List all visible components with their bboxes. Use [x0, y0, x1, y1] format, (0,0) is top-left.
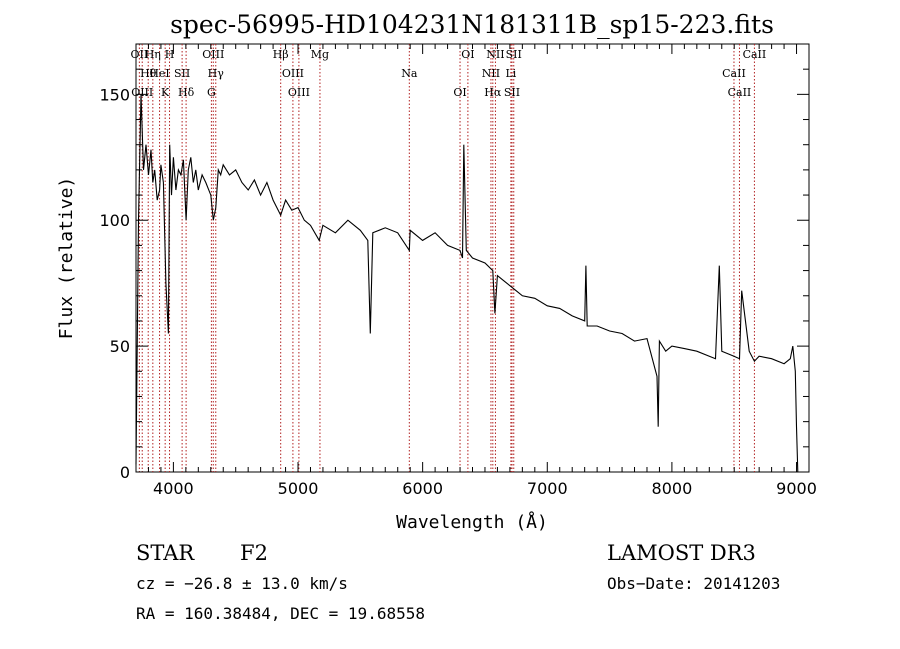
line-marker-label: Hβ: [273, 48, 289, 61]
line-marker-label: NII: [486, 48, 504, 61]
line-marker-label: SII: [174, 67, 190, 80]
line-marker-label: CaII: [722, 67, 746, 80]
spectral-line-labels: OII Hθ OIII Hη HeI K H SII Hδ OIII Hγ G Hβ OIII OIII Mg…: [131, 48, 767, 99]
x-tick-label: 7000: [527, 479, 568, 498]
line-marker-label: Hγ: [208, 67, 225, 80]
x-tick-label: 6000: [402, 479, 443, 498]
line-marker-label: OIII: [202, 48, 224, 61]
line-marker-label: Li: [505, 67, 516, 80]
chart-title: spec-56995-HD104231N181311B_sp15-223.fit…: [170, 10, 774, 39]
line-marker-label: HeI: [149, 67, 169, 80]
y-axis-label: Flux (relative): [56, 177, 77, 340]
y-tick-label: 50: [110, 337, 130, 356]
line-marker-label: OIII: [131, 86, 153, 99]
x-axis-ticks: 4000 5000 6000 7000 8000 9000: [135, 44, 817, 498]
y-tick-label: 150: [99, 85, 130, 104]
y-axis-ticks: 0 50 100 150: [99, 43, 809, 482]
line-marker-label: OI: [461, 48, 474, 61]
flux-series-line: [135, 94, 799, 473]
line-marker-label: OIII: [282, 67, 304, 80]
obs-date: Obs−Date: 20141203: [607, 574, 780, 593]
x-tick-label: 4000: [153, 479, 194, 498]
x-tick-label: 5000: [278, 479, 319, 498]
line-marker-label: SII: [506, 48, 522, 61]
line-marker-label: OIII: [288, 86, 310, 99]
x-tick-label: 9000: [776, 479, 817, 498]
line-marker-label: Hδ: [178, 86, 195, 99]
line-marker-label: G: [207, 86, 216, 99]
spectral-line-markers: [138, 44, 755, 472]
line-marker-label: NII: [482, 67, 500, 80]
y-tick-label: 0: [120, 463, 130, 482]
x-axis-label: Wavelength (Å): [396, 511, 548, 533]
object-class: STAR: [136, 541, 195, 565]
cz-value: cz = −26.8 ± 13.0 km/s: [136, 574, 348, 593]
line-marker-label: H: [165, 48, 175, 61]
line-marker-label: OII: [131, 48, 149, 61]
line-marker-label: SII: [504, 86, 520, 99]
subclass: F2: [240, 541, 268, 565]
line-marker-label: Hθ: [140, 67, 157, 80]
line-marker-label: Mg: [311, 48, 329, 61]
survey-label: LAMOST DR3: [607, 541, 756, 565]
line-marker-label: Hη: [145, 48, 161, 61]
line-marker-label: CaII: [728, 86, 752, 99]
x-tick-label: 8000: [652, 479, 693, 498]
plot-area: OII Hθ OIII Hη HeI K H SII Hδ OIII Hγ G Hβ OIII OIII Mg…: [99, 43, 817, 498]
coordinates: RA = 160.38484, DEC = 19.68558: [136, 604, 425, 623]
line-marker-label: CaII: [743, 48, 767, 61]
line-marker-label: K: [161, 86, 170, 99]
line-marker-label: OI: [453, 86, 466, 99]
line-marker-label: Na: [401, 67, 418, 80]
line-marker-label: Hα: [484, 86, 502, 99]
y-tick-label: 100: [99, 211, 130, 230]
